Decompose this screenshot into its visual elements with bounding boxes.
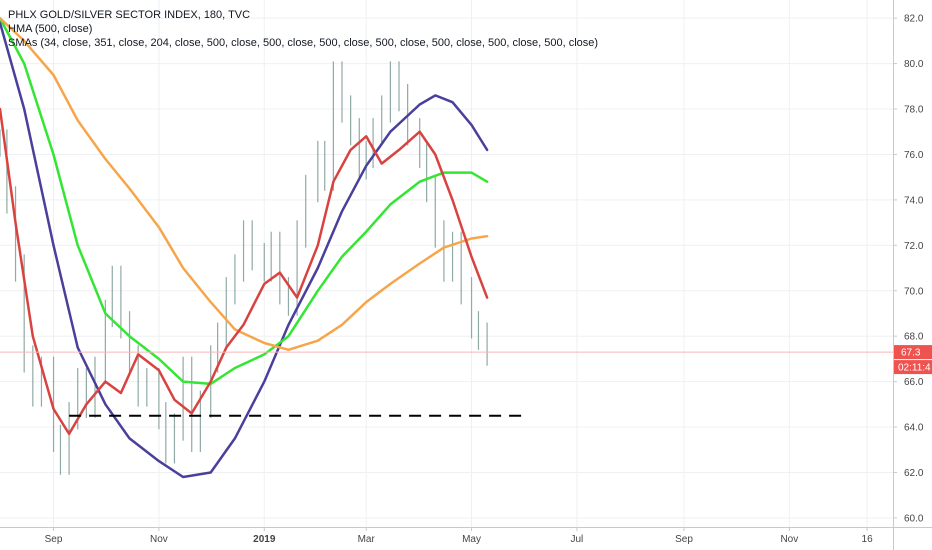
y-tick-label: 80.0 [904,59,924,70]
y-tick-label: 78.0 [904,105,924,116]
price-bars [0,61,488,475]
last-price-badge [894,345,932,360]
legend-smas[interactable]: SMAs (34, close, 351, close, 204, close,… [8,37,599,49]
y-tick-label: 72.0 [904,241,924,252]
x-tick-label: May [462,534,481,545]
series-layer [0,16,526,479]
countdown-badge [894,360,932,375]
x-tick-label: 2019 [253,534,276,545]
y-tick-label: 64.0 [904,423,924,434]
y-tick-label: 62.0 [904,468,924,479]
grid-layer [0,0,893,527]
legend-hma[interactable]: HMA (500, close) [8,23,93,35]
y-tick-label: 76.0 [904,150,924,161]
y-tick-label: 68.0 [904,332,924,343]
y-tick-label: 70.0 [904,286,924,297]
series-line-1 [0,16,489,386]
price-badges: 67.3 02:11:4 [0,345,932,375]
countdown-value: 02:11:4 [898,363,931,374]
x-tick-label: Sep [45,534,63,545]
y-tick-label: 74.0 [904,195,924,206]
x-tick-label: Mar [358,534,376,545]
x-tick-label: Nov [780,534,798,545]
series-line-3 [0,107,489,436]
chart-legend: PHLX GOLD/SILVER SECTOR INDEX, 180, TVC … [8,8,598,50]
y-tick-label: 82.0 [904,14,924,25]
x-tick-label: 16 [862,534,874,545]
x-tick-label: Nov [150,534,168,545]
y-tick-label: 66.0 [904,377,924,388]
y-tick-label: 60.0 [904,513,924,524]
series-line-2 [0,16,489,352]
x-tick-label: Sep [675,534,693,545]
last-price-value: 67.3 [901,348,921,359]
x-tick-label: Jul [571,534,584,545]
series-line-0 [0,21,489,479]
legend-title[interactable]: PHLX GOLD/SILVER SECTOR INDEX, 180, TVC [8,9,251,21]
